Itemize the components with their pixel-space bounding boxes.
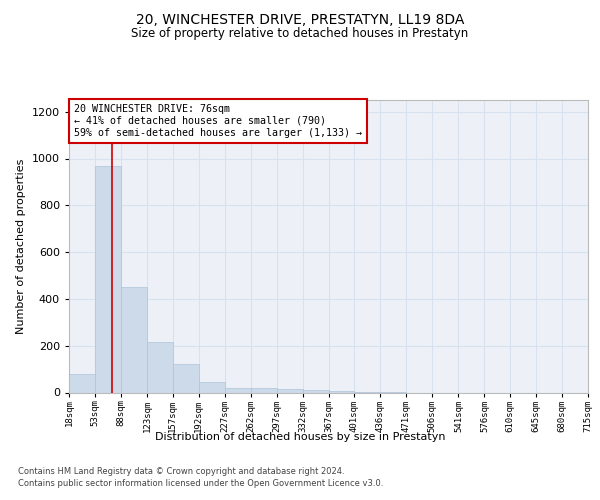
Bar <box>251 388 277 392</box>
Bar <box>147 342 173 392</box>
Bar <box>277 389 303 392</box>
Text: Size of property relative to detached houses in Prestatyn: Size of property relative to detached ho… <box>131 28 469 40</box>
Bar <box>69 374 95 392</box>
Bar <box>121 287 147 393</box>
Text: Contains public sector information licensed under the Open Government Licence v3: Contains public sector information licen… <box>18 478 383 488</box>
Bar <box>224 388 251 392</box>
Text: Contains HM Land Registry data © Crown copyright and database right 2024.: Contains HM Land Registry data © Crown c… <box>18 468 344 476</box>
Bar <box>199 382 224 392</box>
Bar <box>173 364 199 392</box>
Y-axis label: Number of detached properties: Number of detached properties <box>16 158 26 334</box>
Bar <box>303 390 329 392</box>
Bar <box>95 166 121 392</box>
Text: 20 WINCHESTER DRIVE: 76sqm
← 41% of detached houses are smaller (790)
59% of sem: 20 WINCHESTER DRIVE: 76sqm ← 41% of deta… <box>74 104 362 138</box>
Text: Distribution of detached houses by size in Prestatyn: Distribution of detached houses by size … <box>155 432 445 442</box>
Text: 20, WINCHESTER DRIVE, PRESTATYN, LL19 8DA: 20, WINCHESTER DRIVE, PRESTATYN, LL19 8D… <box>136 12 464 26</box>
